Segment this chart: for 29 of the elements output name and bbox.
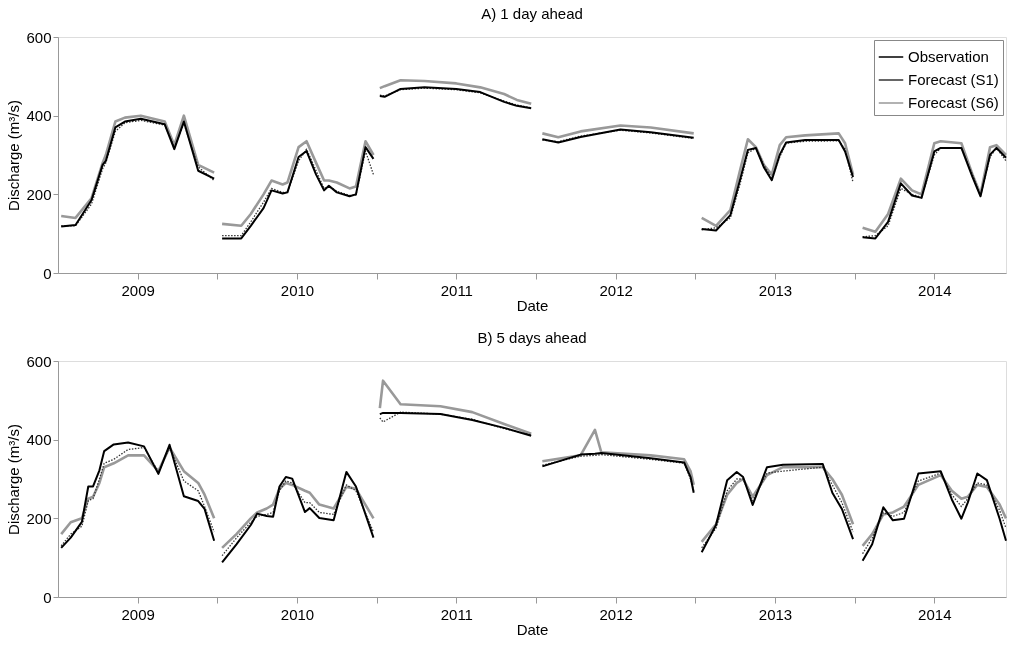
x-tick-label: 2013 xyxy=(758,605,793,623)
y-axis-title: Discharge (m³/s) xyxy=(5,424,23,535)
y-tick-label: 600 xyxy=(26,28,52,46)
x-tick-label: 2013 xyxy=(758,281,793,299)
legend-label: Observation xyxy=(908,48,989,65)
legend-label: Forecast (S1) xyxy=(908,71,999,88)
y-tick-label: 400 xyxy=(26,431,52,449)
x-tick-label: 2014 xyxy=(918,605,952,623)
x-axis-title: Date xyxy=(516,296,549,314)
x-tick-label: 2014 xyxy=(918,281,952,299)
x-tick-label: 2012 xyxy=(599,281,633,299)
x-tick-label: 2011 xyxy=(440,281,473,299)
chart-title: A) 1 day ahead xyxy=(481,5,583,22)
y-tick-label: 0 xyxy=(43,264,52,282)
y-tick-label: 0 xyxy=(43,588,52,606)
x-axis-title: Date xyxy=(516,620,549,638)
x-tick-label: 2012 xyxy=(599,605,633,623)
x-tick-label: 2011 xyxy=(440,605,473,623)
y-tick-label: 600 xyxy=(26,352,52,370)
x-tick-label: 2010 xyxy=(280,281,315,299)
legend-label: Forecast (S6) xyxy=(908,94,999,111)
x-tick-label: 2010 xyxy=(280,605,315,623)
chart-title: B) 5 days ahead xyxy=(477,329,587,346)
y-tick-label: 200 xyxy=(26,185,52,203)
x-tick-label: 2009 xyxy=(121,281,155,299)
x-tick-label: 2009 xyxy=(121,605,155,623)
y-tick-label: 200 xyxy=(26,509,52,527)
y-axis-title: Discharge (m³/s) xyxy=(5,100,23,211)
y-tick-label: 400 xyxy=(26,107,52,125)
